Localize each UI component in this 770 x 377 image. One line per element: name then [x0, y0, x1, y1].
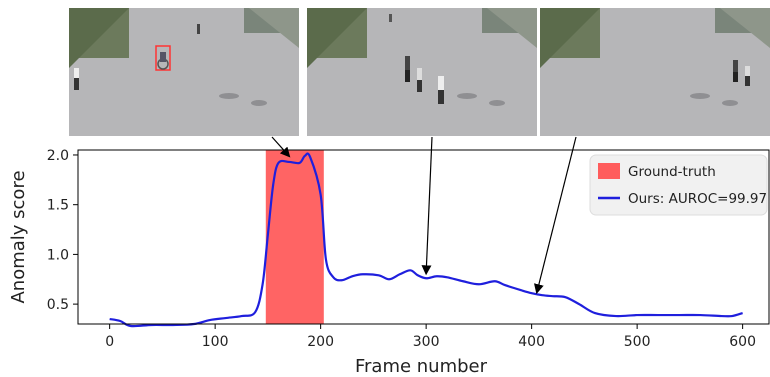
y-tick-label: 0.5 — [47, 297, 69, 313]
y-axis-label: Anomaly score — [8, 170, 29, 303]
x-tick-label: 100 — [202, 334, 229, 350]
x-tick-label: 600 — [729, 334, 756, 350]
y-tick-label: 1.0 — [47, 247, 69, 263]
x-axis-label: Frame number — [355, 356, 488, 377]
series-layer — [109, 152, 743, 328]
legend-series-label: Ours: AUROC=99.97 — [628, 191, 767, 207]
plot-frame — [77, 149, 770, 325]
arrows-layer — [271, 136, 577, 295]
frame-1-image — [69, 8, 299, 136]
x-tick-label: 500 — [624, 334, 651, 350]
frame-arrow — [271, 136, 291, 158]
frame-arrow — [534, 136, 577, 295]
video-frame-1 — [69, 8, 299, 136]
legend: Ground-truth Ours: AUROC=99.97 — [589, 154, 768, 216]
legend-box — [589, 154, 768, 216]
ground-truth-region — [265, 150, 324, 324]
frame-3-image — [540, 8, 770, 136]
x-tick-label: 0 — [105, 334, 114, 350]
y-tick-label: 2.0 — [47, 148, 69, 164]
x-tick-label: 400 — [518, 334, 545, 350]
video-frame-3 — [540, 8, 770, 136]
frame-2-image — [307, 8, 537, 136]
frame-arrow — [421, 136, 433, 276]
series-line-ours — [109, 152, 743, 328]
ground-truth-layer — [265, 150, 324, 324]
y-tick-label: 1.5 — [47, 198, 69, 214]
video-frame-2 — [307, 8, 537, 136]
legend-ground-truth-swatch — [598, 163, 620, 179]
legend-ground-truth-label: Ground-truth — [628, 164, 716, 180]
x-tick-label: 300 — [413, 334, 440, 350]
ticks-layer: 0 100 200 300 400 500 600 0.5 1.0 1.5 2.0 — [47, 148, 756, 350]
x-tick-label: 200 — [307, 334, 334, 350]
bounding-box — [155, 45, 171, 71]
